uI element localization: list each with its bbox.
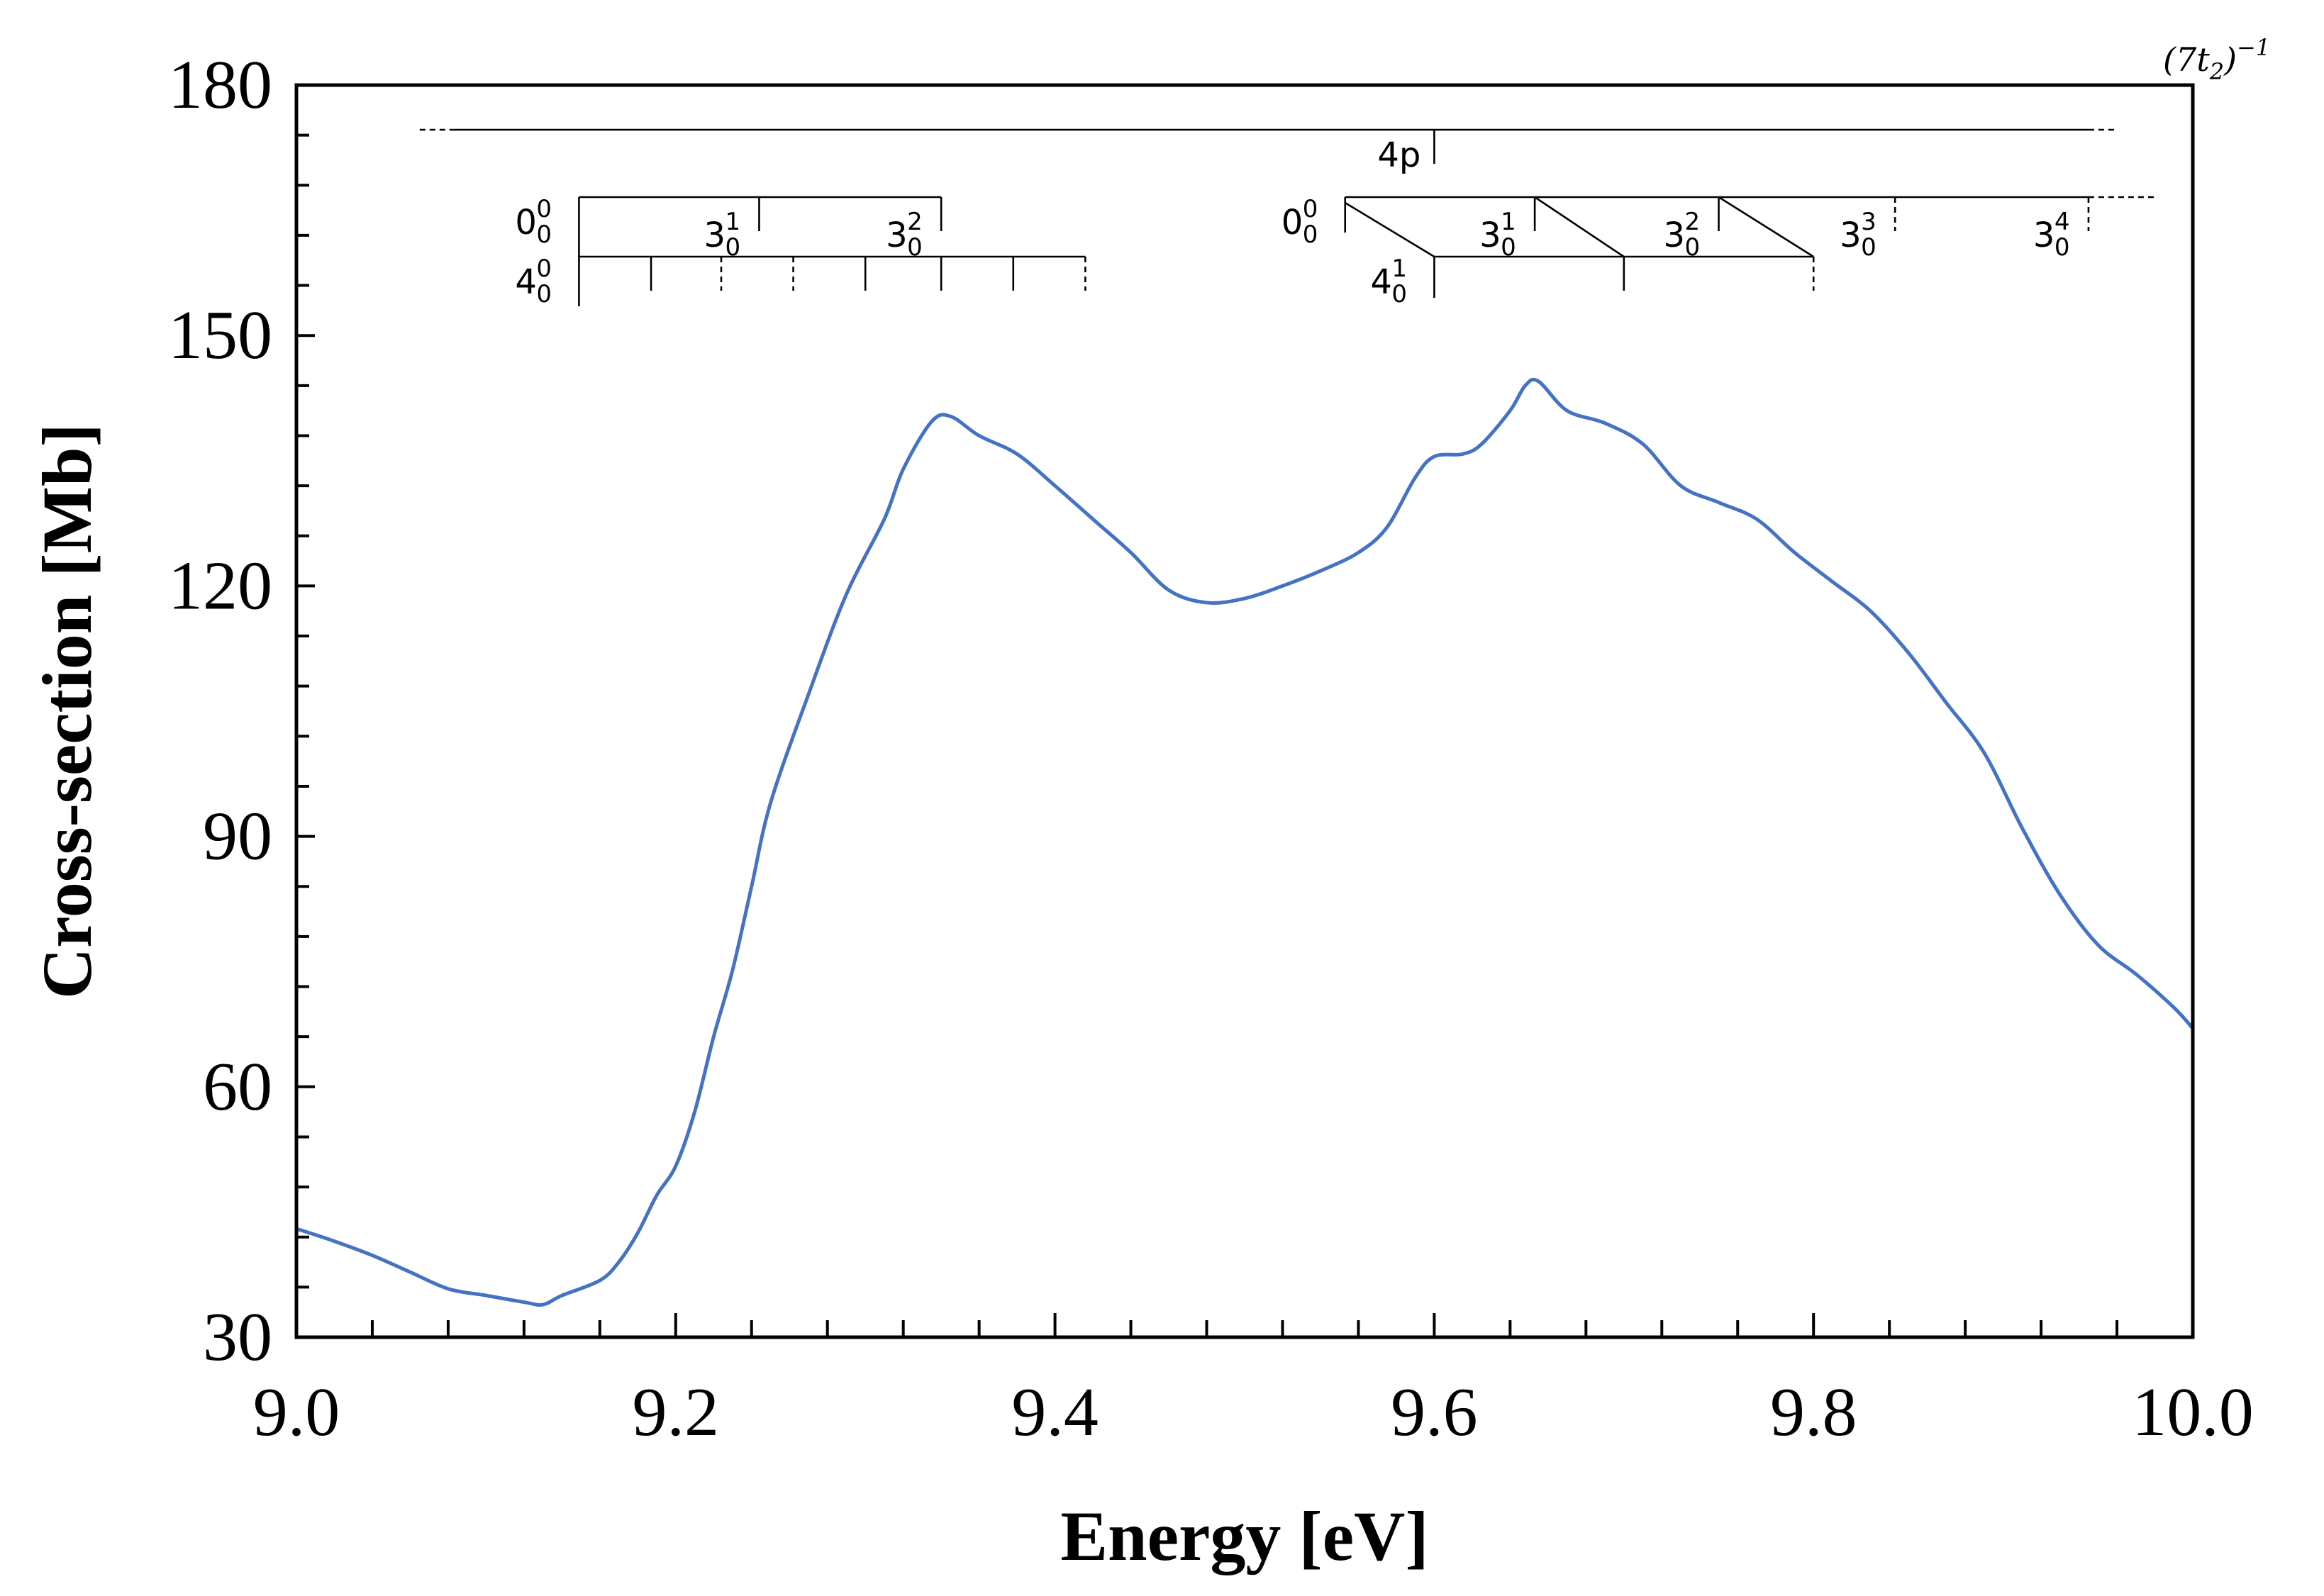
cross-section-series-line [294,377,2195,1307]
right-diagonal [1718,196,1814,258]
right-mode3-label-main: 3 [1840,216,1862,255]
right-mode3-label-sup: 3 [1861,208,1877,236]
right-origin-label: 0 00 [1281,195,1318,249]
right-mode4-label: 4 10 [1370,255,1407,308]
x-tick-label: 10.0 [2132,1374,2254,1451]
x-tick-label: 9.8 [1770,1374,1857,1451]
right-mode4-label-sup: 1 [1391,255,1407,283]
y-tick-label: 90 [203,798,272,875]
right-mode3-label-sub: 0 [1501,233,1516,262]
right-mode3-label-sup: 2 [1685,208,1701,236]
x-tick-label: 9.0 [253,1374,340,1451]
x-tick-label: 9.6 [1391,1374,1478,1451]
right-mode3-label-sub: 0 [1685,233,1701,262]
right-mode3-label: 3 20 [1664,208,1701,262]
left-origin-label-sup: 0 [536,195,552,223]
x-tick-label: 9.2 [633,1374,720,1451]
y-tick-label: 60 [203,1049,272,1125]
right-mode3-label-sub: 0 [2055,233,2070,262]
left-mode3-label-sup: 1 [725,208,740,236]
right-diagonal [1534,196,1625,258]
y-tick-label: 30 [203,1299,272,1375]
left-mode3-label-sup: 2 [907,208,923,236]
right-mode3-label: 3 30 [1840,208,1877,262]
right-mode3-label-sup: 1 [1501,208,1516,236]
plot-frame [294,83,2195,1339]
y-tick-label: 120 [168,547,272,624]
right-mode3-label-sup: 4 [2055,208,2070,236]
left-origin-label-main: 0 [515,203,537,242]
4p-label: 4p [1377,135,1420,175]
right-mode3-label-sub: 0 [1861,233,1877,262]
right-origin-label-sub: 0 [1303,221,1318,249]
right-diagonal [1345,201,1435,258]
left-mode3-label-main: 3 [704,216,725,255]
left-mode4-label: 4 00 [515,255,552,308]
y-tick-label: 180 [168,47,272,123]
left-mode4-label-sup: 0 [536,255,552,283]
right-mode3-label: 3 40 [2033,208,2070,262]
x-tick-label: 9.4 [1011,1374,1099,1451]
right-mode3-label: 3 10 [1479,208,1516,262]
y-axis-title: Cross-section [Mb] [28,423,106,999]
right-mode3-label-main: 3 [1479,216,1501,255]
right-mode3-label-main: 3 [2033,216,2055,255]
left-mode4-label-sub: 0 [536,280,552,308]
band-label: (7t2)−1 [2163,34,2270,85]
left-mode3-label-main: 3 [886,216,908,255]
right-mode3-label-main: 3 [1664,216,1686,255]
right-mode4-label-main: 4 [1370,262,1392,302]
left-mode3-label: 3 10 [704,208,740,262]
right-origin-label-main: 0 [1281,203,1303,242]
ticks-layer [295,84,2194,1339]
left-mode3-label-sub: 0 [907,233,923,262]
x-axis-title: Energy [eV] [1060,1497,1428,1575]
left-mode3-label-sub: 0 [725,233,740,262]
left-mode3-label: 3 20 [886,208,923,262]
right-origin-label-sup: 0 [1303,195,1318,223]
right-mode4-label-sub: 0 [1391,280,1407,308]
left-mode4-label-main: 4 [515,262,537,302]
left-origin-label-sub: 0 [536,221,552,249]
y-tick-label: 150 [168,297,272,374]
left-origin-label: 0 00 [515,195,552,249]
